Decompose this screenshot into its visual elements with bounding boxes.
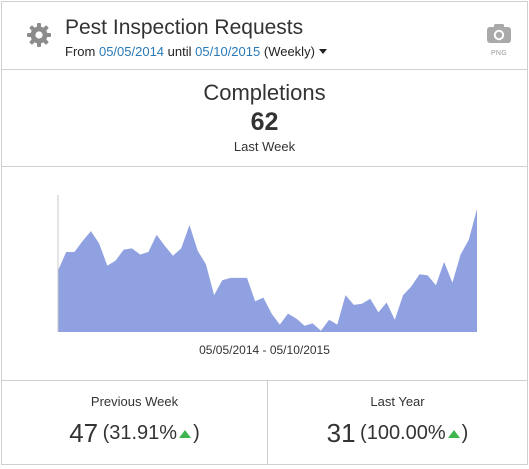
- data-point[interactable]: [121, 247, 126, 252]
- data-point[interactable]: [302, 323, 307, 328]
- last-year-panel: Last Year 31 (100.00%): [268, 381, 527, 464]
- data-point[interactable]: [433, 283, 438, 288]
- last-year-label: Last Year: [370, 394, 425, 409]
- previous-week-value: 47: [69, 418, 99, 448]
- data-point[interactable]: [129, 246, 134, 251]
- data-point[interactable]: [138, 252, 143, 257]
- last-year-close: ): [461, 422, 469, 444]
- data-point[interactable]: [269, 311, 274, 316]
- data-point[interactable]: [351, 302, 356, 307]
- from-label: From: [65, 44, 96, 59]
- data-point[interactable]: [425, 273, 430, 278]
- data-point[interactable]: [450, 280, 455, 285]
- data-point[interactable]: [179, 246, 184, 251]
- data-point[interactable]: [384, 300, 389, 305]
- previous-week-percent: (31.91%: [102, 422, 178, 444]
- data-point[interactable]: [154, 232, 159, 237]
- data-point[interactable]: [245, 275, 250, 280]
- data-point[interactable]: [261, 295, 266, 300]
- data-point[interactable]: [417, 272, 422, 277]
- caret-down-icon: [318, 49, 327, 54]
- data-point[interactable]: [286, 311, 291, 316]
- data-point[interactable]: [212, 293, 217, 298]
- data-point[interactable]: [220, 278, 225, 283]
- data-point[interactable]: [203, 262, 208, 267]
- trend-up-icon: [179, 429, 192, 438]
- period-label: (Weekly): [263, 44, 315, 59]
- metric-period: Last Week: [233, 139, 296, 154]
- data-point[interactable]: [146, 250, 151, 255]
- chart-date-range: 05/05/2014 - 05/10/2015: [199, 343, 330, 357]
- data-point[interactable]: [327, 317, 332, 322]
- data-point[interactable]: [458, 252, 463, 257]
- previous-week-panel: Previous Week 47 (31.91%): [2, 381, 268, 464]
- data-point[interactable]: [475, 207, 480, 212]
- data-point[interactable]: [466, 237, 471, 242]
- trend-up-icon: [447, 429, 460, 438]
- data-point[interactable]: [360, 301, 365, 306]
- start-date-link[interactable]: 05/05/2014: [98, 44, 165, 59]
- date-range: From 05/05/2014 until 05/10/2015 (Weekly…: [65, 44, 327, 59]
- previous-week-label: Previous Week: [90, 394, 179, 409]
- until-label: until: [167, 44, 192, 59]
- summary-panel: Completions 62 Last Week: [2, 70, 527, 167]
- camera-icon: [487, 24, 511, 43]
- data-point[interactable]: [228, 275, 233, 280]
- data-point[interactable]: [236, 275, 241, 280]
- data-point[interactable]: [80, 239, 85, 244]
- data-point[interactable]: [105, 263, 110, 268]
- data-point[interactable]: [187, 223, 192, 228]
- data-point[interactable]: [442, 259, 447, 264]
- area-chart: [57, 195, 480, 333]
- data-point[interactable]: [64, 250, 69, 255]
- widget-header: Pest Inspection Requests From 05/05/2014…: [2, 2, 527, 70]
- chart-panel: 05/05/2014 - 05/10/2015: [2, 167, 527, 381]
- area-series: [58, 209, 477, 332]
- data-point[interactable]: [343, 293, 348, 298]
- data-point[interactable]: [88, 229, 93, 234]
- data-point[interactable]: [310, 321, 315, 326]
- data-point[interactable]: [335, 322, 340, 327]
- data-point[interactable]: [195, 248, 200, 253]
- data-point[interactable]: [294, 316, 299, 321]
- data-point[interactable]: [376, 310, 381, 315]
- last-year-value: 31: [326, 418, 356, 448]
- data-point[interactable]: [97, 241, 102, 246]
- last-year-value-line: 31 (100.00%): [268, 418, 527, 449]
- previous-week-value-line: 47 (31.91%): [2, 418, 267, 449]
- data-point[interactable]: [162, 243, 167, 248]
- data-point[interactable]: [171, 253, 176, 258]
- widget-title: Pest Inspection Requests: [65, 16, 304, 39]
- data-point[interactable]: [113, 258, 118, 263]
- end-date-link[interactable]: 05/10/2015: [195, 44, 261, 59]
- last-year-percent: (100.00%: [360, 422, 446, 444]
- data-point[interactable]: [318, 328, 323, 333]
- export-png-button[interactable]: PNG: [486, 24, 512, 57]
- metric-label: Completions: [203, 80, 326, 105]
- data-point[interactable]: [253, 299, 258, 304]
- data-point[interactable]: [72, 250, 77, 255]
- period-dropdown[interactable]: (Weekly): [264, 44, 327, 59]
- metric-value: 62: [250, 108, 279, 136]
- data-point[interactable]: [401, 293, 406, 298]
- data-point[interactable]: [392, 317, 397, 322]
- export-png-label: PNG: [490, 50, 508, 57]
- data-point[interactable]: [368, 296, 373, 301]
- previous-week-close: ): [193, 422, 200, 444]
- gear-icon[interactable]: [26, 22, 52, 48]
- data-point[interactable]: [277, 322, 282, 327]
- data-point[interactable]: [409, 284, 414, 289]
